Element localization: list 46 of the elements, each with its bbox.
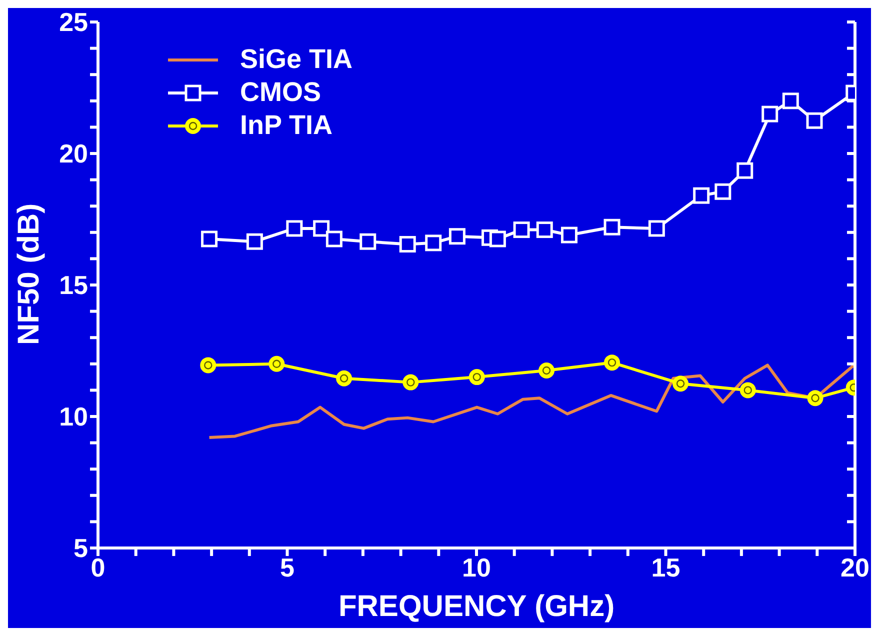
point [468, 369, 485, 386]
point [536, 222, 553, 238]
point [402, 374, 419, 390]
y-tick-label: 25 [59, 7, 88, 38]
point [313, 220, 330, 237]
x-tick-label: 20 [840, 552, 870, 582]
x-axis-title: FREQUENCY (GHz) [338, 590, 615, 623]
x-tick-label: 10 [462, 552, 491, 582]
point [360, 233, 376, 250]
x-tick-label: 5 [280, 552, 294, 582]
x-tick-label: 0 [90, 552, 106, 582]
point [326, 230, 342, 248]
y-axis-title: NF50 (dB) [12, 203, 46, 345]
point [286, 220, 303, 237]
point [604, 354, 620, 371]
point [268, 356, 285, 372]
point [448, 228, 466, 245]
point [538, 362, 555, 378]
point [740, 382, 756, 398]
point [714, 183, 732, 200]
legend-label: SiGe TIA [240, 44, 353, 75]
x-tick-label: 15 [651, 552, 680, 582]
line-series [208, 364, 855, 440]
legend-label: CMOS [240, 77, 321, 108]
point [806, 112, 823, 129]
y-tick-label: 15 [59, 270, 88, 300]
point [648, 220, 665, 237]
point [672, 376, 689, 392]
point [693, 187, 710, 204]
point [489, 230, 506, 248]
point [604, 218, 620, 236]
point [246, 233, 263, 250]
point [762, 106, 778, 122]
point [782, 92, 799, 110]
y-tick-label: 10 [59, 402, 88, 432]
point [201, 230, 218, 248]
point [200, 357, 216, 374]
y-tick-label: 20 [59, 138, 88, 169]
point [425, 234, 442, 252]
legend-label: InP TIA [240, 110, 333, 141]
point [560, 226, 578, 244]
point [736, 162, 754, 179]
y-tick-label: 5 [74, 533, 88, 564]
point [336, 370, 352, 386]
point [513, 222, 530, 238]
point [399, 236, 416, 252]
